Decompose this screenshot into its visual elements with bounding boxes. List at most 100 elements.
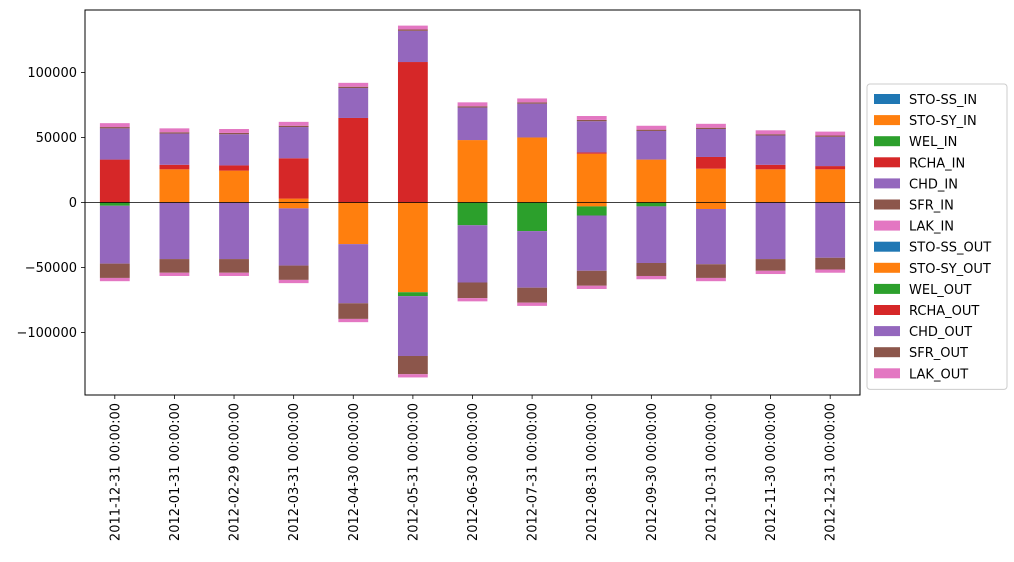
bar-chd-in-2012-02-29-00-00-00 [219, 134, 249, 166]
bar-lak-out-2012-05-31-00-00-00 [397, 374, 428, 378]
y-tick-label: −50000 [25, 261, 77, 276]
bar-rcha-in-2012-05-31-00-00-00 [397, 62, 428, 203]
bar-sfr-out-2012-06-30-00-00-00 [457, 282, 488, 299]
x-tick-label: 2012-11-30 00:00:00 [764, 403, 779, 541]
legend-item-lak-in: LAK_IN [874, 220, 954, 235]
legend-swatch [874, 347, 900, 358]
bar-chd-out-2012-09-30-00-00-00 [636, 206, 667, 263]
bar-sfr-out-2012-08-31-00-00-00 [576, 270, 607, 286]
bar-sfr-in-2012-11-30-00-00-00 [755, 134, 786, 136]
legend-swatch [874, 157, 900, 168]
bar-lak-in-2012-09-30-00-00-00 [636, 125, 667, 130]
x-tick-label: 2012-04-30 00:00:00 [347, 403, 362, 541]
bar-sto-sy-in-2012-02-29-00-00-00 [219, 170, 249, 203]
legend-label: WEL_IN [909, 135, 957, 150]
y-tick-label: 0 [69, 196, 77, 211]
x-tick-label: 2012-08-31 00:00:00 [585, 403, 600, 541]
x-tick-label: 2011-12-31 00:00:00 [108, 403, 123, 541]
bar-lak-in-2012-07-31-00-00-00 [517, 98, 548, 103]
legend-label: RCHA_OUT [909, 304, 979, 319]
x-axis: 2011-12-31 00:00:00 2012-01-31 00:00:00 20… [108, 395, 839, 541]
bar-lak-in-2012-03-31-00-00-00 [278, 121, 309, 126]
bar-chd-out-2012-05-31-00-00-00 [397, 296, 428, 356]
bar-sfr-out-2012-05-31-00-00-00 [397, 355, 428, 375]
bar-chd-in-2012-10-31-00-00-00 [696, 129, 726, 157]
bar-chd-in-2012-12-31-00-00-00 [815, 136, 846, 167]
bar-lak-out-2012-06-30-00-00-00 [457, 298, 488, 302]
bar-sto-sy-in-2012-07-31-00-00-00 [517, 137, 548, 203]
bar-sfr-in-2012-10-31-00-00-00 [696, 127, 726, 130]
bar-sto-sy-out-2012-10-31-00-00-00 [696, 202, 726, 209]
bar-chd-in-2012-11-30-00-00-00 [755, 135, 786, 165]
bar-chd-out-2012-07-31-00-00-00 [517, 231, 548, 288]
bar-stack-2012-06-30-00-00-00 [457, 102, 488, 302]
legend-item-sto-sy-out: STO-SY_OUT [874, 262, 991, 277]
legend-label: CHD_OUT [909, 325, 972, 340]
bar-chd-out-2012-10-31-00-00-00 [696, 209, 726, 265]
legend-item-chd-out: CHD_OUT [874, 325, 972, 340]
x-tick-label: 2012-06-30 00:00:00 [466, 403, 481, 541]
bar-sfr-out-2012-07-31-00-00-00 [517, 287, 548, 303]
legend-label: CHD_IN [909, 177, 958, 192]
bar-lak-out-2012-10-31-00-00-00 [696, 277, 726, 282]
bar-stack-2012-01-31-00-00-00 [159, 128, 190, 276]
bar-lak-in-2012-04-30-00-00-00 [338, 82, 369, 87]
bar-wel-out-2012-07-31-00-00-00 [517, 202, 548, 232]
bar-sto-sy-out-2012-05-31-00-00-00 [397, 202, 428, 293]
bar-sto-sy-in-2012-12-31-00-00-00 [815, 169, 846, 203]
bar-sfr-out-2012-01-31-00-00-00 [159, 259, 190, 273]
bar-sfr-in-2012-02-29-00-00-00 [219, 132, 249, 135]
legend-label: LAK_OUT [909, 367, 968, 382]
bar-lak-in-2012-02-29-00-00-00 [219, 129, 249, 133]
bar-chd-out-2012-02-29-00-00-00 [219, 202, 249, 260]
bar-lak-in-2012-12-31-00-00-00 [815, 131, 846, 136]
bar-sfr-in-2012-08-31-00-00-00 [576, 119, 607, 122]
bar-lak-out-2012-02-29-00-00-00 [219, 272, 249, 276]
bar-wel-out-2012-09-30-00-00-00 [636, 202, 667, 207]
bar-sto-sy-out-2012-03-31-00-00-00 [278, 202, 309, 209]
bar-sfr-out-2012-03-31-00-00-00 [278, 265, 309, 280]
bar-sto-sy-out-2012-08-31-00-00-00 [576, 202, 607, 207]
legend-swatch [874, 283, 900, 294]
legend-swatch [874, 241, 900, 252]
bar-sto-sy-in-2012-09-30-00-00-00 [636, 159, 667, 203]
x-tick-label: 2012-10-31 00:00:00 [704, 403, 719, 541]
bar-rcha-in-2012-02-29-00-00-00 [219, 165, 249, 171]
legend-label: SFR_IN [909, 199, 954, 214]
legend-item-lak-out: LAK_OUT [874, 367, 968, 382]
bar-lak-in-2012-06-30-00-00-00 [457, 102, 488, 107]
legend-item-chd-in: CHD_IN [874, 177, 958, 192]
bar-stack-2012-04-30-00-00-00 [338, 82, 369, 323]
bar-lak-out-2012-03-31-00-00-00 [278, 279, 309, 284]
bar-lak-out-2011-12-31-00-00-00 [99, 277, 130, 282]
legend-item-wel-in: WEL_IN [874, 135, 957, 150]
bar-wel-out-2012-08-31-00-00-00 [576, 206, 607, 216]
bar-stack-2012-07-31-00-00-00 [517, 98, 548, 306]
bar-sto-sy-out-2012-04-30-00-00-00 [338, 202, 369, 245]
bar-sto-sy-in-2012-08-31-00-00-00 [576, 153, 607, 203]
legend-swatch [874, 136, 900, 147]
legend-swatch [874, 326, 900, 337]
legend-item-wel-out: WEL_OUT [874, 283, 972, 298]
bar-sfr-in-2012-07-31-00-00-00 [517, 102, 548, 104]
bar-lak-in-2012-10-31-00-00-00 [696, 123, 726, 128]
legend-swatch [874, 262, 900, 273]
bar-chd-in-2012-05-31-00-00-00 [397, 30, 428, 63]
bar-chd-out-2012-08-31-00-00-00 [576, 215, 607, 271]
bar-rcha-in-2012-03-31-00-00-00 [278, 158, 309, 199]
bar-lak-in-2012-01-31-00-00-00 [159, 128, 190, 133]
bar-sfr-in-2012-12-31-00-00-00 [815, 135, 846, 137]
legend-swatch [874, 94, 900, 104]
bar-sfr-in-2012-05-31-00-00-00 [397, 29, 428, 31]
bar-chd-out-2012-11-30-00-00-00 [755, 202, 786, 260]
y-tick-label: −100000 [16, 326, 77, 341]
bar-rcha-in-2012-11-30-00-00-00 [755, 164, 786, 170]
bar-lak-out-2012-09-30-00-00-00 [636, 275, 667, 280]
legend: STO-SS_IN STO-SY_IN WEL_IN RCHA_IN CHD_IN SFR… [866, 83, 1008, 390]
bar-chd-in-2012-08-31-00-00-00 [576, 121, 607, 153]
x-tick-label: 2012-03-31 00:00:00 [287, 403, 302, 541]
bar-sfr-out-2011-12-31-00-00-00 [99, 263, 130, 278]
legend-label: LAK_IN [909, 220, 954, 235]
bar-chd-out-2012-12-31-00-00-00 [815, 202, 846, 258]
